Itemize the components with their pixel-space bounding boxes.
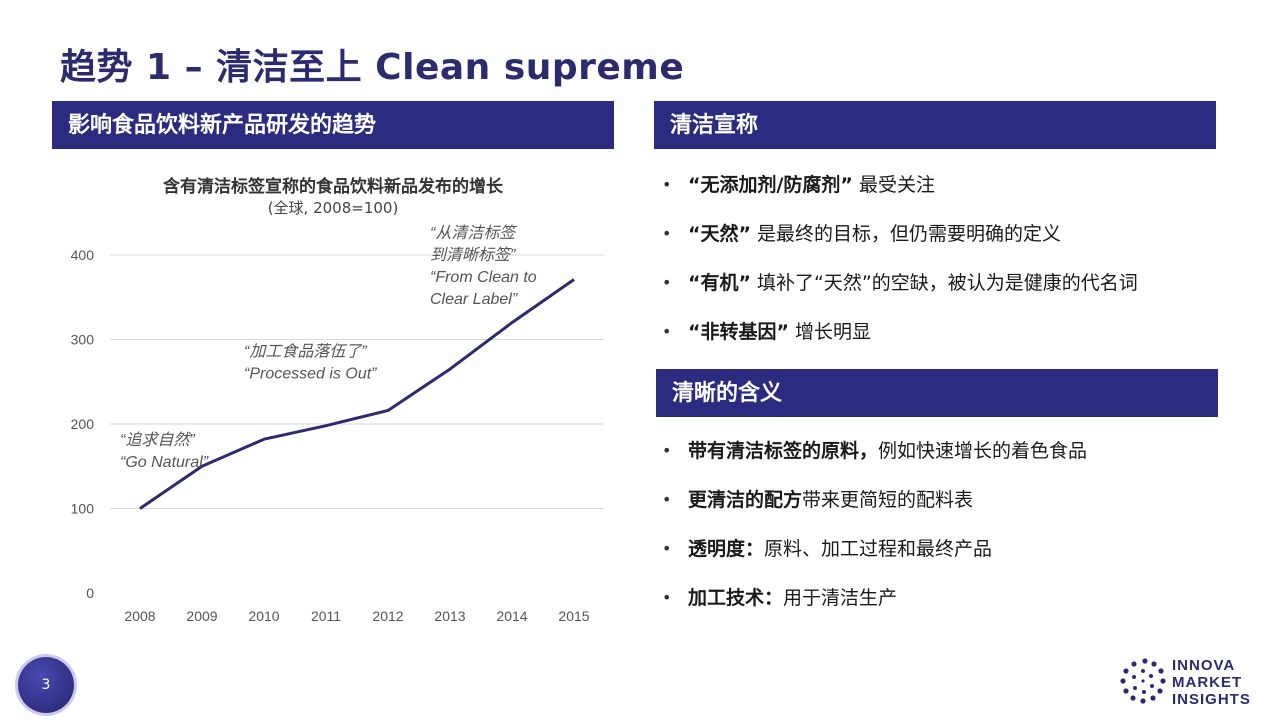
x-tick-label: 2010 — [248, 608, 279, 624]
y-tick-label: 100 — [71, 501, 95, 517]
claim-text: 填补了“天然”的空缺，被认为是健康的代名词 — [750, 272, 1138, 294]
x-tick-label: 2009 — [186, 608, 217, 624]
annotation-line: “From Clean to — [430, 269, 537, 286]
chart-title: 含有清洁标签宣称的食品饮料新品发布的增长 — [163, 177, 503, 197]
meaning-keyword: 带有清洁标签的原料， — [688, 440, 879, 462]
list-item: • “有机” 填补了“天然”的空缺，被认为是健康的代名词 — [662, 265, 1138, 314]
x-tick-label: 2013 — [434, 608, 465, 624]
list-item: • 更清洁的配方带来更简短的配料表 — [662, 482, 1087, 531]
claim-text: 是最终的目标，但仍需要明确的定义 — [750, 223, 1062, 245]
claim-text: 增长明显 — [788, 321, 872, 343]
list-item: • 透明度：原料、加工过程和最终产品 — [662, 531, 1087, 580]
claim-text: 最受关注 — [852, 174, 935, 196]
claim-keyword: “天然” — [688, 223, 751, 245]
x-axis-tick-labels: 2008 2009 2010 2011 2012 2013 2014 2015 — [124, 608, 589, 624]
x-tick-label: 2012 — [372, 608, 403, 624]
slide-title: 趋势 1 – 清洁至上 Clean supreme — [60, 47, 685, 88]
bullet-icon: • — [662, 588, 672, 607]
meaning-text: 用于清洁生产 — [783, 587, 898, 609]
meaning-text: 原料、加工过程和最终产品 — [764, 538, 993, 560]
page-number-badge: 3 — [18, 657, 74, 713]
x-tick-label: 2014 — [496, 608, 527, 624]
logo-line: INNOVA — [1172, 657, 1236, 674]
meaning-keyword: 透明度： — [688, 538, 765, 560]
meaning-keyword: 加工技术： — [688, 587, 784, 609]
annotation-line: “Processed is Out” — [244, 365, 377, 382]
series-points — [139, 279, 575, 509]
meaning-text: 例如快速增长的着色食品 — [878, 440, 1088, 462]
list-item: • 加工技术：用于清洁生产 — [662, 580, 1087, 629]
bullet-icon: • — [662, 539, 672, 558]
x-tick-label: 2011 — [311, 608, 341, 624]
logo-wordmark: INNOVA MARKET INSIGHTS — [1172, 657, 1251, 708]
y-tick-label: 400 — [71, 247, 95, 263]
chart-gridlines — [110, 254, 604, 509]
claim-keyword: “非转基因” — [688, 321, 789, 343]
meaning-keyword: 更清洁的配方 — [688, 489, 803, 511]
claim-keyword: “无添加剂/防腐剂” — [688, 174, 853, 196]
annotation-line: “追求自然” — [120, 431, 195, 449]
annotation-line: 到清晰标签” — [430, 246, 516, 264]
claim-keyword: “有机” — [688, 272, 751, 294]
logo-line: INSIGHTS — [1172, 691, 1251, 708]
y-axis-tick-labels: 0 100 200 300 400 — [71, 247, 95, 601]
list-item: • “天然” 是最终的目标，但仍需要明确的定义 — [662, 216, 1138, 265]
annotation-line: “Go Natural” — [120, 454, 209, 471]
x-tick-label: 2008 — [124, 608, 155, 624]
logo-line: MARKET — [1172, 674, 1243, 691]
annotation-line: “加工食品落伍了” — [244, 342, 367, 360]
y-tick-label: 200 — [71, 416, 95, 432]
bullet-icon: • — [662, 322, 672, 341]
clear-meaning-header: 清晰的含义 — [656, 369, 1218, 417]
innova-logo-icon — [1120, 658, 1166, 704]
chart-annotation: “加工食品落伍了” “Processed is Out” — [244, 342, 377, 382]
clean-claims-list: • “无添加剂/防腐剂” 最受关注 • “天然” 是最终的目标，但仍需要明确的定义 … — [662, 167, 1138, 363]
bullet-icon: • — [662, 490, 672, 509]
meaning-text: 带来更简短的配料表 — [802, 489, 974, 511]
chart-annotation: “追求自然” “Go Natural” — [120, 431, 209, 471]
list-item: • “非转基因” 增长明显 — [662, 314, 1138, 363]
chart-annotations: “追求自然” “Go Natural” “加工食品落伍了” “Processed is… — [120, 224, 537, 471]
clear-meaning-list: • 带有清洁标签的原料，例如快速增长的着色食品 • 更清洁的配方带来更简短的配料表 … — [662, 433, 1087, 629]
bullet-icon: • — [662, 273, 672, 292]
list-item: • 带有清洁标签的原料，例如快速增长的着色食品 — [662, 433, 1087, 482]
list-item: • “无添加剂/防腐剂” 最受关注 — [662, 167, 1138, 216]
chart-subtitle: (全球, 2008=100) — [267, 199, 399, 217]
series-line — [139, 278, 575, 510]
annotation-line: “从清洁标签 — [430, 224, 518, 242]
trends-panel-header: 影响食品饮料新产品研发的趋势 — [52, 101, 614, 149]
clean-claims-header: 清洁宣称 — [654, 101, 1216, 149]
annotation-line: Clear Label” — [430, 291, 518, 308]
bullet-icon: • — [662, 175, 672, 194]
bullet-icon: • — [662, 441, 672, 460]
x-tick-label: 2015 — [558, 608, 589, 624]
bullet-icon: • — [662, 224, 672, 243]
y-tick-label: 0 — [86, 585, 94, 601]
y-tick-label: 300 — [71, 332, 95, 348]
